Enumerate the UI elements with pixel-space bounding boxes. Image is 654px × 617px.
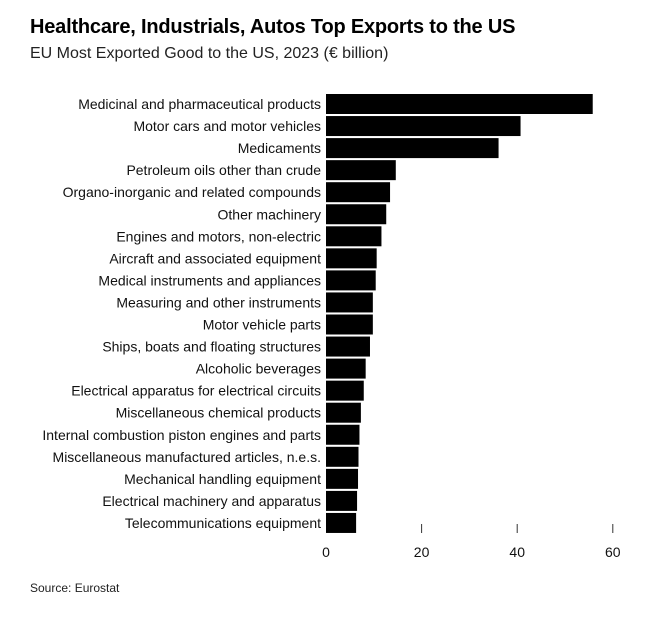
x-tick-label-40: 40	[509, 544, 525, 560]
bar-electrical-machinery-and-apparatus	[326, 490, 358, 511]
category-label-miscellaneous-chemical-products: Miscellaneous chemical products	[116, 405, 321, 421]
category-label-miscellaneous-manufactured-articles-n-e-s: Miscellaneous manufactured articles, n.e…	[53, 449, 321, 465]
source-note: Source: Eurostat	[30, 581, 120, 595]
bar-measuring-and-other-instruments	[326, 292, 373, 313]
category-label-medical-instruments-and-appliances: Medical instruments and appliances	[98, 272, 321, 288]
chart-subtitle: EU Most Exported Good to the US, 2023 (€…	[30, 45, 389, 62]
category-label-telecommunications-equipment: Telecommunications equipment	[125, 515, 321, 531]
category-label-aircraft-and-associated-equipment: Aircraft and associated equipment	[109, 250, 321, 266]
category-label-mechanical-handling-equipment: Mechanical handling equipment	[124, 471, 321, 487]
x-tick-label-0: 0	[322, 544, 330, 560]
x-axis-ticks-group: 0 20 40 60	[322, 524, 621, 560]
category-label-petroleum-oils-other-than-crude: Petroleum oils other than crude	[126, 162, 321, 178]
category-label-electrical-machinery-and-apparatus: Electrical machinery and apparatus	[102, 493, 321, 509]
bar-alcoholic-beverages	[326, 358, 366, 379]
x-tick-label-20: 20	[414, 544, 430, 560]
bar-medicaments	[326, 138, 499, 159]
bar-electrical-apparatus-for-electrical-circuits	[326, 380, 364, 401]
category-label-other-machinery: Other machinery	[218, 206, 321, 222]
bar-medical-instruments-and-appliances	[326, 270, 376, 291]
category-label-measuring-and-other-instruments: Measuring and other instruments	[116, 294, 321, 310]
bar-motor-vehicle-parts	[326, 314, 373, 335]
bar-engines-and-motors-non-electric	[326, 226, 382, 247]
category-label-medicaments: Medicaments	[238, 140, 321, 156]
bar-mechanical-handling-equipment	[326, 468, 359, 489]
category-label-motor-cars-and-motor-vehicles: Motor cars and motor vehicles	[133, 118, 321, 134]
category-labels-group: Medicinal and pharmaceutical products Mot…	[42, 96, 321, 531]
bar-telecommunications-equipment	[326, 512, 357, 533]
bar-petroleum-oils-other-than-crude	[326, 160, 396, 181]
category-label-medicinal-and-pharmaceutical-products: Medicinal and pharmaceutical products	[78, 96, 321, 112]
category-label-organo-inorganic-and-related-compounds: Organo-inorganic and related compounds	[63, 184, 321, 200]
bar-internal-combustion-piston-engines-and-parts	[326, 424, 360, 445]
bar-miscellaneous-manufactured-articles-n-e-s	[326, 446, 359, 467]
bar-aircraft-and-associated-equipment	[326, 248, 377, 269]
category-label-ships-boats-and-floating-structures: Ships, boats and floating structures	[102, 339, 321, 355]
category-label-alcoholic-beverages: Alcoholic beverages	[196, 361, 321, 377]
category-label-electrical-apparatus-for-electrical-circuits: Electrical apparatus for electrical circ…	[71, 383, 321, 399]
bar-medicinal-and-pharmaceutical-products	[326, 94, 593, 114]
bar-organo-inorganic-and-related-compounds	[326, 182, 391, 203]
x-tick-label-60: 60	[605, 544, 621, 560]
bar-miscellaneous-chemical-products	[326, 402, 361, 423]
bar-motor-cars-and-motor-vehicles	[326, 116, 521, 137]
bar-ships-boats-and-floating-structures	[326, 336, 370, 357]
bars-group	[326, 94, 593, 533]
category-label-engines-and-motors-non-electric: Engines and motors, non-electric	[116, 228, 321, 244]
category-label-motor-vehicle-parts: Motor vehicle parts	[203, 317, 321, 333]
bar-other-machinery	[326, 204, 387, 225]
category-label-internal-combustion-piston-engines-and-parts: Internal combustion piston engines and p…	[42, 427, 321, 443]
chart-title: Healthcare, Industrials, Autos Top Expor…	[30, 16, 516, 38]
